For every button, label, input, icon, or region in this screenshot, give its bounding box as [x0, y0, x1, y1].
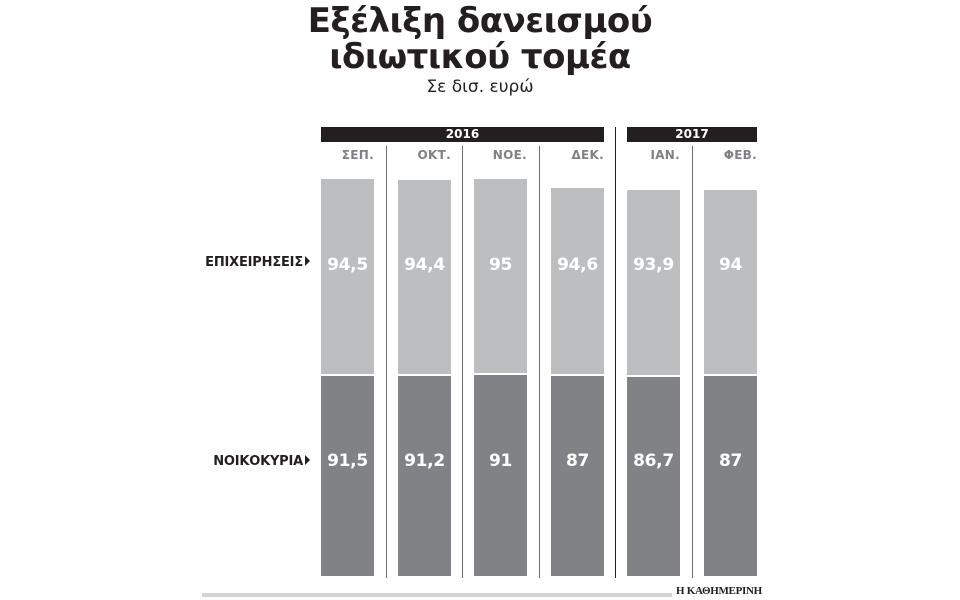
bar-business: 94,6	[551, 188, 604, 376]
bar-households: 87	[551, 376, 604, 576]
bar-households: 86,7	[627, 377, 680, 576]
column-divider	[462, 146, 463, 578]
bar-value: 94,5	[327, 255, 368, 275]
bar-business: 94,5	[321, 179, 374, 376]
bar-households: 91,2	[398, 376, 451, 576]
bar-value: 94,4	[404, 255, 445, 275]
bar-value: 94	[718, 255, 743, 275]
month-label: ΦΕΒ.	[723, 148, 757, 162]
bar-households: 87	[704, 376, 757, 576]
month-label: ΟΚΤ.	[417, 148, 451, 162]
bar-business: 94,4	[398, 180, 451, 376]
row-label-households: ΝΟΙΚΟΚΥΡΙΑ	[190, 454, 310, 469]
bar-households: 91,5	[321, 376, 374, 576]
bar-business: 95	[474, 179, 527, 375]
bar-value: 93,9	[633, 255, 674, 275]
bar-households: 91	[474, 375, 527, 576]
month-label: ΙΑΝ.	[650, 148, 680, 162]
chart-title-line1: Εξέλιξη δανεισμού	[307, 1, 653, 41]
footer-rule	[202, 593, 672, 597]
arrow-right-icon	[305, 455, 310, 465]
bar-value: 87	[565, 451, 590, 471]
year-band-2017: 2017	[627, 127, 757, 142]
bar-business: 93,9	[627, 190, 680, 377]
year-band-2016: 2016	[321, 127, 604, 142]
column-divider	[386, 146, 387, 578]
month-label: ΣΕΠ.	[341, 148, 374, 162]
chart-subtitle: Σε δισ. ευρώ	[426, 77, 534, 97]
month-label: ΔΕΚ.	[571, 148, 604, 162]
bar-value: 86,7	[633, 451, 674, 471]
source-credit: Η ΚΑΘΗΜΕΡΙΝΗ	[676, 585, 762, 597]
chart-title-line2: ιδιωτικού τομέα	[329, 37, 631, 77]
year-divider	[615, 127, 616, 578]
column-divider	[539, 146, 540, 578]
arrow-right-icon	[305, 256, 310, 266]
bar-value: 91	[488, 451, 513, 471]
bar-business: 94	[704, 190, 757, 376]
bar-value: 91,2	[404, 451, 445, 471]
column-divider	[692, 146, 693, 578]
bar-value: 87	[718, 451, 743, 471]
bar-value: 91,5	[327, 451, 368, 471]
row-label-business: ΕΠΙΧΕΙΡΗΣΕΙΣ	[190, 255, 310, 270]
bar-value: 95	[488, 255, 513, 275]
bar-value: 94,6	[557, 255, 598, 275]
month-label: ΝΟΕ.	[492, 148, 527, 162]
